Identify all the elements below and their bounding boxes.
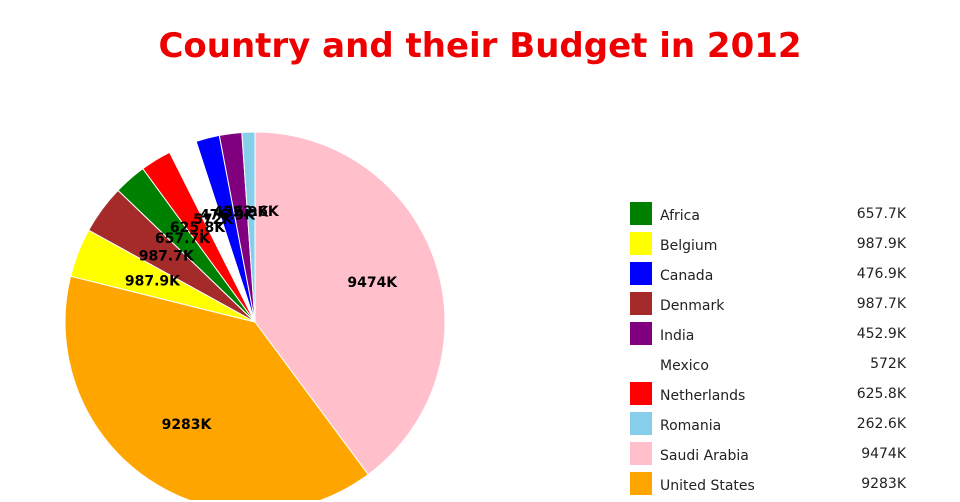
pie-slice-saudi-arabia[interactable] bbox=[254, 131, 446, 476]
slice-label-belgium: 987.9K bbox=[125, 274, 181, 290]
legend-item-africa[interactable]: Africa 657.7K bbox=[630, 202, 910, 232]
legend-label: Belgium bbox=[660, 238, 718, 254]
pie-slice-romania[interactable] bbox=[241, 131, 256, 323]
slice-label-united-states: 9283K bbox=[162, 417, 213, 433]
legend-item-india[interactable]: India 452.9K bbox=[630, 322, 910, 352]
slice-label-netherlands: 625.8K bbox=[170, 220, 226, 236]
slice-label-africa: 657.7K bbox=[155, 231, 211, 247]
legend-label: Mexico bbox=[660, 358, 709, 374]
chart-title: Country and their Budget in 2012 bbox=[158, 26, 802, 66]
legend-value: 987.9K bbox=[856, 236, 906, 252]
legend-swatch bbox=[630, 202, 652, 225]
legend-item-belgium[interactable]: Belgium 987.9K bbox=[630, 232, 910, 262]
slice-label-romania: 262.6K bbox=[224, 204, 280, 220]
legend-item-united-states[interactable]: United States 9283K bbox=[630, 472, 910, 502]
legend-item-saudi-arabia[interactable]: Saudi Arabia 9474K bbox=[630, 442, 910, 472]
legend-value: 262.6K bbox=[856, 416, 906, 432]
legend-value: 452.9K bbox=[856, 326, 906, 342]
legend-label: Saudi Arabia bbox=[660, 448, 749, 464]
slice-label-mexico: 572K bbox=[193, 212, 234, 228]
legend-label: India bbox=[660, 328, 695, 344]
legend-swatch bbox=[630, 472, 652, 495]
legend-item-canada[interactable]: Canada 476.9K bbox=[630, 262, 910, 292]
legend-label: United States bbox=[660, 478, 755, 494]
legend-value: 572K bbox=[870, 356, 906, 372]
legend-item-denmark[interactable]: Denmark 987.7K bbox=[630, 292, 910, 322]
slice-label-denmark: 987.7K bbox=[139, 249, 195, 265]
legend-label: Netherlands bbox=[660, 388, 746, 404]
legend-item-romania[interactable]: Romania 262.6K bbox=[630, 412, 910, 442]
pie-slice-united-states[interactable] bbox=[64, 275, 369, 500]
slice-label-india: 452.9K bbox=[213, 205, 269, 221]
slice-label-canada: 476.9K bbox=[200, 207, 256, 223]
legend-swatch bbox=[630, 232, 652, 255]
legend-swatch bbox=[630, 352, 652, 375]
legend-swatch bbox=[630, 322, 652, 345]
legend-swatch bbox=[630, 412, 652, 435]
legend-label: Denmark bbox=[660, 298, 725, 314]
slice-label-saudi-arabia: 9474K bbox=[347, 275, 398, 291]
legend-label: Canada bbox=[660, 268, 714, 284]
legend-value: 987.7K bbox=[856, 296, 906, 312]
legend-swatch bbox=[630, 382, 652, 405]
legend-item-mexico[interactable]: Mexico 572K bbox=[630, 352, 910, 382]
legend-swatch bbox=[630, 292, 652, 315]
legend-swatch bbox=[630, 262, 652, 285]
legend-item-netherlands[interactable]: Netherlands 625.8K bbox=[630, 382, 910, 412]
legend-label: Romania bbox=[660, 418, 722, 434]
legend-value: 657.7K bbox=[856, 206, 906, 222]
legend-label: Africa bbox=[660, 208, 700, 224]
legend-swatch bbox=[630, 442, 652, 465]
legend-value: 9474K bbox=[861, 446, 906, 462]
legend: Africa 657.7K Belgium 987.9K Canada 476.9K Den… bbox=[630, 202, 910, 502]
legend-value: 9283K bbox=[861, 476, 906, 492]
legend-value: 625.8K bbox=[856, 386, 906, 402]
legend-value: 476.9K bbox=[856, 266, 906, 282]
